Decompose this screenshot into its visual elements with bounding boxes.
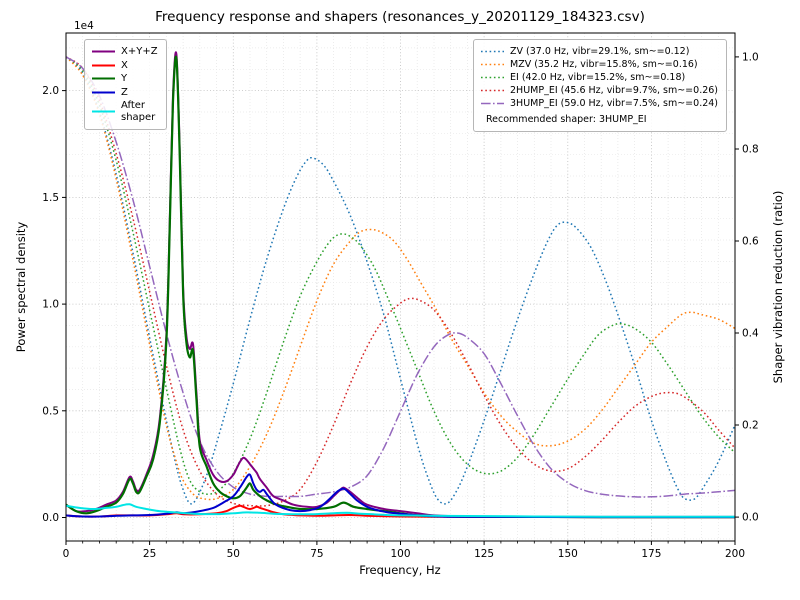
left-y-tick-label: 0.0 bbox=[42, 512, 59, 524]
legend-label: 2HUMP_EI (45.6 Hz, vibr=9.7%, sm~=0.26) bbox=[510, 85, 719, 96]
legend-label: Z bbox=[121, 86, 128, 98]
legend-label: Y bbox=[121, 73, 128, 84]
right-y-tick-label: 0.2 bbox=[742, 420, 759, 432]
legend-line-sample bbox=[481, 50, 504, 53]
left-y-tick-label: 1.0 bbox=[42, 299, 59, 311]
x-tick-label: 75 bbox=[310, 548, 323, 560]
chart-title: Frequency response and shapers (resonanc… bbox=[155, 9, 645, 25]
legend-line-sample bbox=[481, 102, 504, 105]
shaper-curve-ZV bbox=[66, 56, 735, 505]
left-y-tick-label: 0.5 bbox=[42, 405, 59, 417]
legend-line-sample bbox=[92, 77, 115, 80]
legend-line-sample bbox=[92, 110, 115, 113]
legend-line-sample bbox=[92, 50, 115, 53]
legend-item: ZV (37.0 Hz, vibr=29.1%, sm~=0.12) bbox=[480, 46, 718, 57]
legend-psd: X+Y+Z X Y Z After shaper bbox=[84, 39, 167, 130]
legend-shapers-items: ZV (37.0 Hz, vibr=29.1%, sm~=0.12) MZV (3… bbox=[480, 46, 718, 109]
psd-curve-After-shaper bbox=[66, 503, 735, 518]
legend-item: X bbox=[91, 60, 158, 72]
x-tick-label: 0 bbox=[63, 548, 70, 560]
x-tick-label: 25 bbox=[143, 548, 156, 560]
y-axis-label-left: Power spectral density bbox=[14, 221, 28, 353]
legend-item: Z bbox=[91, 87, 158, 99]
shaper-curve-2HUMP_EI bbox=[66, 56, 735, 507]
x-tick-label: 125 bbox=[474, 548, 494, 560]
legend-label: X bbox=[121, 59, 128, 71]
x-tick-label: 150 bbox=[558, 548, 578, 560]
legend-item: Y bbox=[91, 73, 158, 85]
right-y-tick-label: 0.6 bbox=[742, 236, 759, 248]
right-y-tick-label: 0.4 bbox=[742, 328, 759, 340]
x-tick-label: 200 bbox=[725, 548, 745, 560]
legend-item: EI (42.0 Hz, vibr=15.2%, sm~=0.18) bbox=[480, 72, 718, 83]
right-y-tick-label: 1.0 bbox=[742, 51, 759, 63]
legend-item: After shaper bbox=[91, 100, 158, 123]
x-axis-label: Frequency, Hz bbox=[359, 563, 441, 577]
x-tick-label: 50 bbox=[227, 548, 240, 560]
legend-item: MZV (35.2 Hz, vibr=15.8%, sm~=0.16) bbox=[480, 59, 718, 70]
y-axis-offset-label: 1e4 bbox=[74, 20, 94, 32]
recommended-shaper-note: Recommended shaper: 3HUMP_EI bbox=[486, 114, 647, 125]
legend-label: EI (42.0 Hz, vibr=15.2%, sm~=0.18) bbox=[510, 72, 686, 83]
legend-item: 2HUMP_EI (45.6 Hz, vibr=9.7%, sm~=0.26) bbox=[480, 85, 718, 96]
right-y-tick-label: 0.0 bbox=[742, 512, 759, 524]
legend-item: 3HUMP_EI (59.0 Hz, vibr=7.5%, sm~=0.24) bbox=[480, 98, 718, 109]
legend-line-sample bbox=[481, 63, 504, 66]
legend-label: After shaper bbox=[121, 100, 156, 123]
legend-label: ZV (37.0 Hz, vibr=29.1%, sm~=0.12) bbox=[510, 46, 690, 57]
legend-shapers: ZV (37.0 Hz, vibr=29.1%, sm~=0.12) MZV (3… bbox=[473, 39, 728, 132]
legend-psd-items: X+Y+Z X Y Z After shaper bbox=[91, 46, 158, 123]
legend-label: 3HUMP_EI (59.0 Hz, vibr=7.5%, sm~=0.24) bbox=[510, 98, 719, 109]
right-y-tick-label: 0.8 bbox=[742, 144, 759, 156]
legend-item: X+Y+Z bbox=[91, 46, 158, 58]
legend-label: X+Y+Z bbox=[121, 46, 158, 57]
legend-line-sample bbox=[481, 76, 504, 79]
legend-line-sample bbox=[481, 89, 504, 92]
left-y-tick-label: 2.0 bbox=[42, 85, 59, 97]
y-axis-label-right: Shaper vibration reduction (ratio) bbox=[771, 190, 785, 384]
x-tick-label: 100 bbox=[390, 548, 410, 560]
legend-line-sample bbox=[92, 64, 115, 67]
legend-line-sample bbox=[92, 91, 115, 94]
legend-label: MZV (35.2 Hz, vibr=15.8%, sm~=0.16) bbox=[510, 59, 698, 70]
shaper-curve-3HUMP_EI bbox=[66, 56, 735, 498]
left-y-tick-label: 1.5 bbox=[42, 192, 59, 204]
x-tick-label: 175 bbox=[641, 548, 661, 560]
